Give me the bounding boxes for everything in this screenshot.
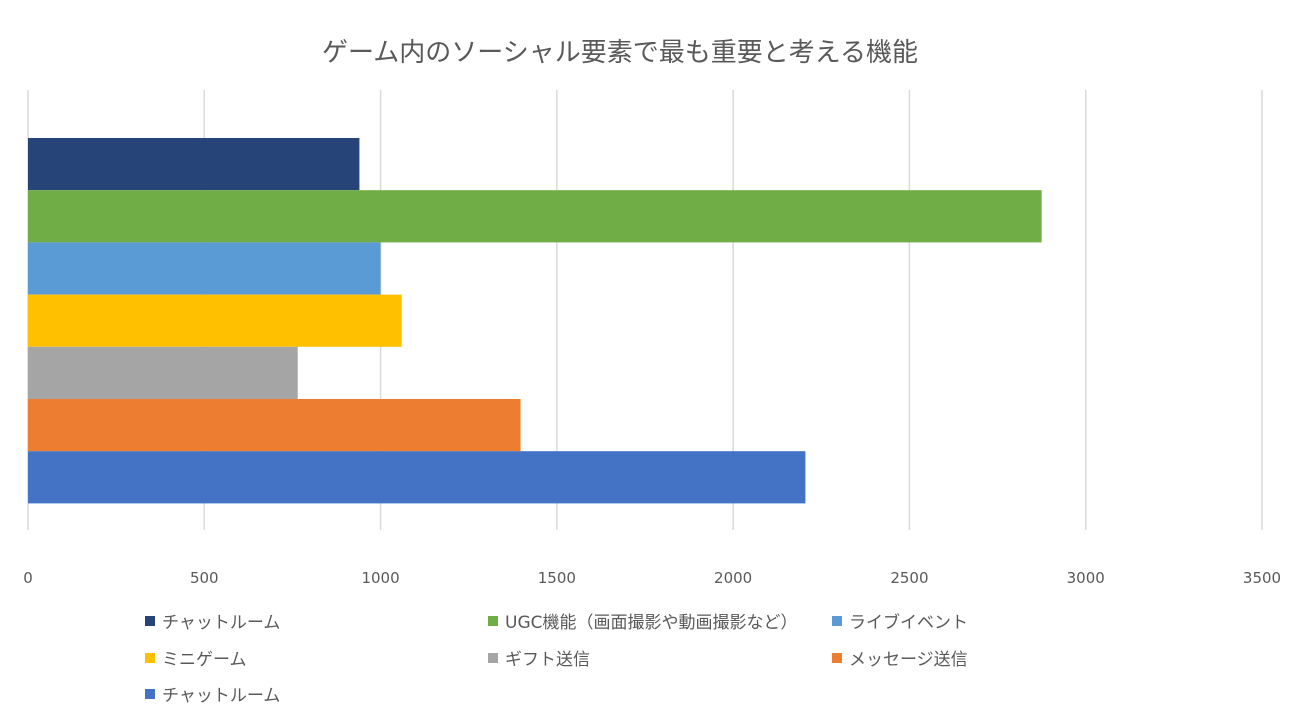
bar	[28, 138, 360, 191]
legend-label: メッセージ送信	[849, 650, 968, 670]
bar	[28, 346, 298, 399]
legend-swatch	[145, 688, 155, 699]
x-tick-label: 3000	[1067, 569, 1105, 587]
x-tick-label: 2500	[890, 569, 928, 587]
legend-item[interactable]: チャットルーム	[145, 608, 280, 633]
legend-swatch	[488, 652, 498, 663]
x-tick-label: 1500	[538, 569, 576, 587]
legend-swatch	[488, 615, 498, 626]
x-tick-label: 500	[190, 569, 219, 587]
legend-label: ミニゲーム	[162, 650, 247, 670]
legend-swatch	[145, 615, 155, 626]
legend-item[interactable]: チャットルーム	[145, 681, 280, 706]
chart-title: ゲーム内のソーシャル要素で最も重要と考える機能	[322, 38, 918, 68]
legend-item[interactable]: メッセージ送信	[832, 645, 968, 670]
legend-item[interactable]: UGC機能（画面撮影や動画撮影など）	[488, 608, 798, 633]
bar	[28, 451, 806, 504]
x-tick-label: 3500	[1243, 569, 1281, 587]
bar	[28, 190, 1042, 243]
legend-label: チャットルーム	[162, 686, 281, 706]
legend-item[interactable]: ギフト送信	[488, 645, 590, 670]
legend-label: UGC機能（画面撮影や動画撮影など）	[505, 613, 798, 633]
legend-item[interactable]: ミニゲーム	[145, 645, 247, 670]
legend-swatch	[832, 615, 842, 626]
bar	[28, 242, 381, 295]
x-tick-label: 1000	[361, 569, 399, 587]
legend-item[interactable]: ライブイベント	[832, 608, 968, 633]
legend-label: チャットルーム	[162, 613, 281, 633]
bars	[28, 138, 1042, 504]
legend-label: ギフト送信	[505, 650, 590, 670]
bar	[28, 294, 402, 347]
x-axis-ticks: 0 500 1000 1500 2000 2500 3000 3500	[23, 569, 1281, 587]
x-tick-label: 0	[23, 569, 33, 587]
legend-swatch	[145, 652, 155, 663]
legend-swatch	[832, 652, 842, 663]
legend-label: ライブイベント	[849, 613, 968, 633]
x-tick-label: 2000	[714, 569, 752, 587]
bar	[28, 399, 521, 452]
